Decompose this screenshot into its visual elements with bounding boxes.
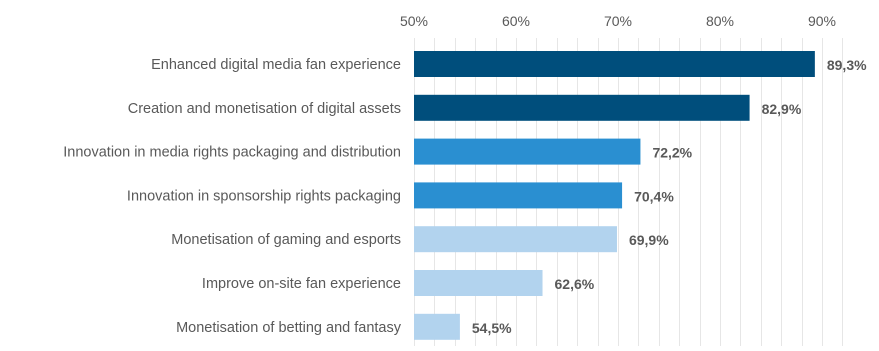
x-tick-label: 70% [604, 13, 632, 29]
bar [414, 94, 750, 121]
data-label: 89,3% [827, 57, 867, 73]
gridlines [414, 38, 843, 346]
category-label: Monetisation of betting and fantasy [176, 320, 402, 336]
bar [414, 313, 460, 340]
x-axis-ticks: 50% 60% 70% 80% 90% [400, 13, 836, 29]
bar [414, 270, 543, 296]
category-label: Improve on-site fan experience [202, 276, 401, 292]
data-label: 82,9% [762, 101, 802, 117]
x-tick-label: 60% [502, 13, 530, 29]
category-label: Innovation in media rights packaging and… [63, 145, 401, 161]
category-label: Creation and monetisation of digital ass… [128, 101, 401, 117]
x-tick-label: 80% [706, 13, 734, 29]
bar [414, 226, 617, 253]
bar [414, 182, 623, 209]
value-labels: 89,3% 82,9% 72,2% 70,4% 69,9% 62,6% 54,5% [472, 57, 867, 336]
data-label: 70,4% [634, 188, 674, 204]
data-label: 54,5% [472, 320, 512, 336]
bar [414, 138, 641, 165]
bar [414, 51, 815, 77]
x-tick-label: 90% [808, 13, 836, 29]
data-label: 69,9% [629, 232, 669, 248]
data-label: 62,6% [555, 276, 595, 292]
bars [414, 51, 815, 340]
category-labels: Enhanced digital media fan experience Cre… [63, 57, 401, 336]
data-label: 72,2% [652, 145, 692, 161]
category-label: Monetisation of gaming and esports [171, 232, 401, 248]
category-label: Enhanced digital media fan experience [151, 57, 401, 73]
x-tick-label: 50% [400, 13, 428, 29]
category-label: Innovation in sponsorship rights packagi… [127, 188, 401, 204]
